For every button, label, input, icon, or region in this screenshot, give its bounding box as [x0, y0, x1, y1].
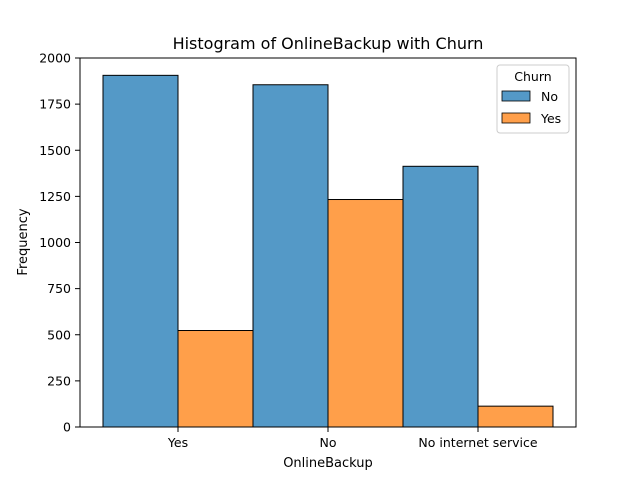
x-axis-label: OnlineBackup [283, 456, 373, 471]
bar-no-yes [102, 74, 179, 428]
bars-group [102, 74, 554, 428]
y-axis-label: Frequency [16, 208, 31, 275]
y-tick-label: 250 [47, 373, 71, 388]
bar-no-no [252, 84, 329, 428]
y-axis: 0 250 500 750 1000 1250 1500 1750 2000 [39, 51, 80, 435]
bar-yes-no-internet-service [477, 405, 554, 428]
y-tick-label: 500 [47, 327, 71, 342]
y-tick-label: 1000 [39, 235, 71, 250]
bar-yes-yes [177, 330, 254, 428]
legend-swatch-no [501, 90, 531, 102]
y-tick-label: 1250 [39, 189, 71, 204]
legend-swatch-yes [501, 112, 531, 124]
x-tick-label: Yes [167, 435, 188, 450]
legend-label-no: No [541, 89, 558, 104]
bar-yes-no [327, 199, 404, 428]
y-tick-label: 750 [47, 281, 71, 296]
y-tick-label: 1750 [39, 97, 71, 112]
legend: Churn No Yes [496, 64, 570, 134]
legend-title: Churn [514, 69, 551, 84]
x-tick-label: No [320, 435, 337, 450]
y-tick-label: 2000 [39, 51, 71, 66]
y-tick-label: 0 [63, 420, 71, 435]
x-axis: Yes No No internet service [167, 427, 538, 450]
legend-label-yes: Yes [540, 111, 561, 126]
y-tick-label: 1500 [39, 143, 71, 158]
bar-no-no-internet-service [402, 165, 479, 428]
chart-title: Histogram of OnlineBackup with Churn [173, 34, 484, 53]
x-tick-label: No internet service [418, 435, 537, 450]
